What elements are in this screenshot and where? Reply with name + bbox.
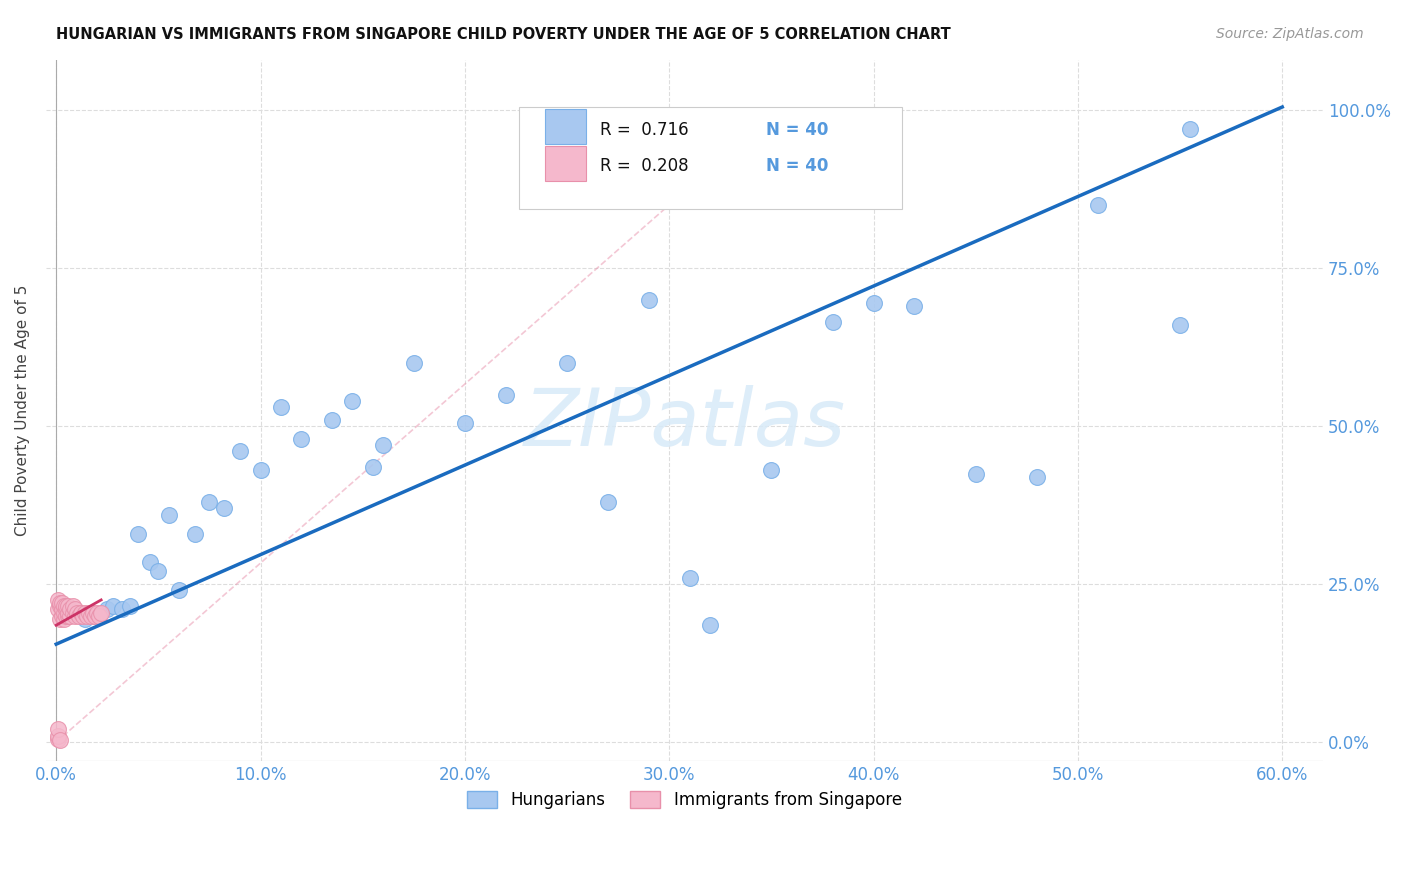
Point bbox=[49, 599, 72, 614]
FancyBboxPatch shape bbox=[546, 146, 586, 181]
Point bbox=[46, 729, 69, 743]
Point bbox=[46, 731, 69, 746]
Point bbox=[321, 413, 343, 427]
Point bbox=[1180, 122, 1202, 136]
Point bbox=[55, 599, 77, 614]
Point bbox=[454, 416, 477, 430]
Point bbox=[90, 606, 112, 620]
Point bbox=[103, 599, 125, 614]
Point bbox=[53, 606, 76, 620]
Text: R =  0.716: R = 0.716 bbox=[600, 120, 689, 139]
Point bbox=[80, 608, 103, 623]
Point bbox=[1087, 198, 1109, 212]
Point bbox=[761, 463, 783, 477]
Point bbox=[67, 608, 90, 623]
Point bbox=[699, 618, 721, 632]
Point bbox=[157, 508, 180, 522]
Point bbox=[59, 608, 82, 623]
Point bbox=[63, 608, 86, 623]
Point bbox=[73, 612, 96, 626]
Point bbox=[249, 463, 271, 477]
Point bbox=[51, 596, 73, 610]
Point bbox=[637, 293, 659, 307]
Point bbox=[46, 602, 69, 616]
Point bbox=[73, 606, 96, 620]
Point bbox=[198, 495, 221, 509]
Point bbox=[87, 608, 110, 623]
Point bbox=[65, 606, 87, 620]
Point bbox=[55, 602, 77, 616]
Point bbox=[69, 606, 91, 620]
FancyBboxPatch shape bbox=[519, 107, 901, 209]
Point bbox=[58, 606, 80, 620]
Text: N = 40: N = 40 bbox=[766, 120, 828, 139]
FancyBboxPatch shape bbox=[546, 110, 586, 145]
Text: HUNGARIAN VS IMMIGRANTS FROM SINGAPORE CHILD POVERTY UNDER THE AGE OF 5 CORRELAT: HUNGARIAN VS IMMIGRANTS FROM SINGAPORE C… bbox=[56, 27, 950, 42]
Point bbox=[46, 593, 69, 607]
Point bbox=[342, 393, 364, 408]
Point bbox=[270, 400, 292, 414]
Point bbox=[59, 602, 82, 616]
Legend: Hungarians, Immigrants from Singapore: Hungarians, Immigrants from Singapore bbox=[461, 784, 908, 816]
Point bbox=[862, 296, 884, 310]
Point bbox=[148, 565, 170, 579]
Point bbox=[46, 723, 69, 737]
Y-axis label: Child Poverty Under the Age of 5: Child Poverty Under the Age of 5 bbox=[15, 285, 30, 536]
Point bbox=[184, 526, 207, 541]
Point bbox=[965, 467, 987, 481]
Point bbox=[62, 606, 84, 620]
Point bbox=[86, 606, 108, 620]
Point bbox=[49, 733, 72, 747]
Point bbox=[58, 599, 80, 614]
Point bbox=[212, 501, 235, 516]
Point bbox=[51, 602, 73, 616]
Text: N = 40: N = 40 bbox=[766, 157, 828, 175]
Point bbox=[167, 583, 190, 598]
Point bbox=[55, 608, 77, 623]
Point bbox=[290, 432, 312, 446]
Point bbox=[118, 599, 141, 614]
Point bbox=[62, 599, 84, 614]
Point bbox=[77, 606, 100, 620]
Point bbox=[596, 495, 619, 509]
Point bbox=[139, 555, 162, 569]
Point bbox=[63, 602, 86, 616]
Point bbox=[82, 608, 104, 623]
Point bbox=[53, 599, 76, 614]
Point bbox=[1026, 469, 1049, 483]
Point bbox=[495, 387, 517, 401]
Point bbox=[110, 602, 132, 616]
Point bbox=[821, 315, 844, 329]
Point bbox=[1168, 318, 1191, 332]
Point bbox=[72, 608, 94, 623]
Point bbox=[229, 444, 252, 458]
Point bbox=[58, 608, 80, 623]
Point bbox=[903, 299, 925, 313]
Point bbox=[51, 608, 73, 623]
Point bbox=[87, 608, 110, 623]
Text: R =  0.208: R = 0.208 bbox=[600, 157, 689, 175]
Point bbox=[373, 438, 395, 452]
Point bbox=[49, 612, 72, 626]
Point bbox=[402, 356, 425, 370]
Point bbox=[76, 608, 98, 623]
Text: Source: ZipAtlas.com: Source: ZipAtlas.com bbox=[1216, 27, 1364, 41]
Point bbox=[96, 602, 118, 616]
Point bbox=[361, 460, 384, 475]
Point bbox=[555, 356, 578, 370]
Point bbox=[82, 606, 104, 620]
Point bbox=[49, 596, 72, 610]
Text: ZIPatlas: ZIPatlas bbox=[523, 385, 845, 463]
Point bbox=[53, 612, 76, 626]
Point bbox=[84, 608, 107, 623]
Point bbox=[127, 526, 149, 541]
Point bbox=[679, 571, 702, 585]
